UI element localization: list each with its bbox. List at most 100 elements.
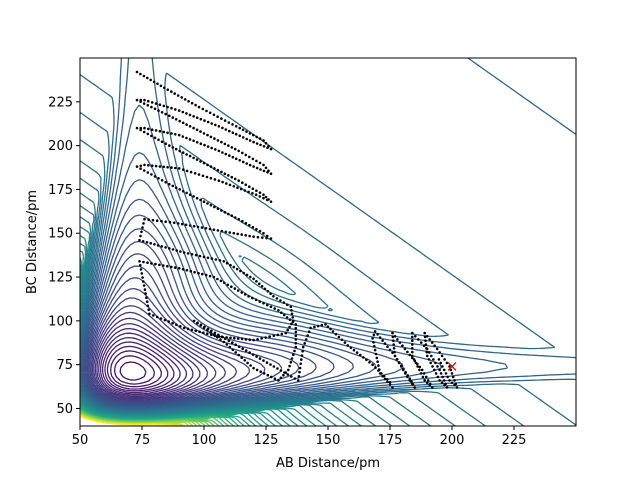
trajectory-point: [145, 300, 149, 304]
trajectory-point: [445, 386, 449, 389]
trajectory-point: [376, 360, 379, 364]
trajectory-point: [147, 218, 150, 221]
trajectory-point: [153, 243, 156, 246]
trajectory-point: [411, 335, 414, 339]
trajectory-point: [176, 94, 180, 97]
trajectory-point: [174, 147, 178, 151]
trajectory-point: [181, 189, 185, 193]
trajectory-point: [178, 188, 181, 191]
trajectory-point: [192, 126, 195, 130]
trajectory-point: [176, 222, 180, 225]
trajectory-point: [159, 317, 163, 320]
trajectory-point: [204, 273, 208, 277]
trajectory-point: [264, 336, 268, 339]
trajectory-point: [423, 379, 427, 382]
trajectory-point: [378, 368, 381, 371]
contour-level-8: [104, 341, 175, 392]
trajectory-point: [198, 254, 202, 258]
trajectory-point: [154, 164, 158, 168]
trajectory-point: [220, 140, 223, 144]
trajectory-point: [177, 133, 181, 137]
trajectory-point: [227, 144, 230, 147]
trajectory-point: [238, 126, 241, 130]
trajectory-point: [362, 356, 365, 359]
trajectory-point: [294, 326, 298, 330]
trajectory-point: [173, 266, 177, 269]
trajectory-point: [288, 325, 291, 329]
trajectory-point: [269, 237, 273, 240]
trajectory-point: [159, 84, 163, 88]
trajectory-point: [411, 343, 414, 346]
trajectory-point: [243, 359, 246, 362]
trajectory-point: [213, 205, 216, 209]
trajectory-point: [428, 351, 431, 354]
trajectory-point: [192, 195, 195, 198]
trajectory-point: [220, 229, 224, 233]
trajectory-point: [139, 126, 143, 130]
trajectory-point: [209, 176, 213, 180]
trajectory-point: [436, 365, 439, 368]
trajectory-point: [168, 182, 171, 186]
trajectory-point: [163, 86, 166, 90]
trajectory-point: [343, 341, 347, 344]
trajectory-point: [439, 372, 443, 375]
trajectory-point: [248, 234, 251, 238]
trajectory-point: [424, 343, 428, 346]
trajectory-point: [326, 325, 330, 329]
trajectory-point: [143, 126, 146, 130]
trajectory-point: [164, 220, 167, 223]
trajectory-point: [206, 327, 210, 331]
contour-level-6: [110, 350, 163, 388]
trajectory-point: [227, 212, 230, 216]
trajectory-point: [171, 321, 174, 325]
trajectory-point: [195, 196, 199, 200]
trajectory-point: [140, 272, 144, 275]
trajectory-point: [240, 233, 243, 236]
trajectory-point: [279, 299, 282, 302]
trajectory-point: [193, 172, 197, 175]
trajectory-point: [163, 318, 167, 322]
trajectory-point: [206, 202, 209, 205]
trajectory-point: [160, 245, 164, 248]
trajectory-point: [268, 335, 272, 338]
trajectory-point: [255, 189, 258, 192]
trajectory-point: [149, 78, 152, 82]
contour-level-7: [106, 345, 169, 390]
trajectory-point: [427, 358, 431, 361]
trajectory-point: [265, 234, 269, 238]
trajectory-point: [245, 137, 248, 141]
trajectory-point: [255, 227, 258, 231]
trajectory-point: [147, 99, 150, 103]
trajectory-point: [355, 351, 359, 354]
trajectory-point: [220, 335, 224, 339]
trajectory-point: [428, 338, 432, 341]
trajectory-point: [419, 341, 423, 344]
trajectory-point: [396, 338, 399, 341]
trajectory-point: [273, 377, 277, 381]
trajectory-point: [214, 258, 218, 261]
trajectory-point: [406, 374, 410, 377]
trajectory-point: [190, 253, 194, 256]
y-tick-label-0: 50: [56, 402, 73, 417]
trajectory-point: [150, 164, 154, 167]
trajectory-point: [256, 235, 260, 239]
trajectory-point: [205, 109, 208, 113]
trajectory-point: [150, 134, 153, 138]
contour-level-26: [80, 151, 442, 409]
trajectory-point: [180, 96, 183, 99]
trajectory-point: [287, 368, 290, 372]
trajectory-point: [185, 136, 188, 140]
trajectory-point: [262, 359, 265, 362]
trajectory-point: [157, 177, 160, 180]
trajectory-point: [248, 351, 251, 354]
trajectory-point: [264, 195, 268, 199]
trajectory-point: [443, 358, 446, 361]
trajectory-point: [181, 121, 185, 125]
trajectory-point: [190, 101, 194, 105]
trajectory-point: [143, 288, 147, 291]
trajectory-point: [234, 351, 237, 354]
trajectory-point: [178, 149, 181, 153]
trajectory-point: [138, 238, 141, 242]
trajectory-point: [181, 135, 185, 138]
trajectory-point: [218, 259, 222, 262]
